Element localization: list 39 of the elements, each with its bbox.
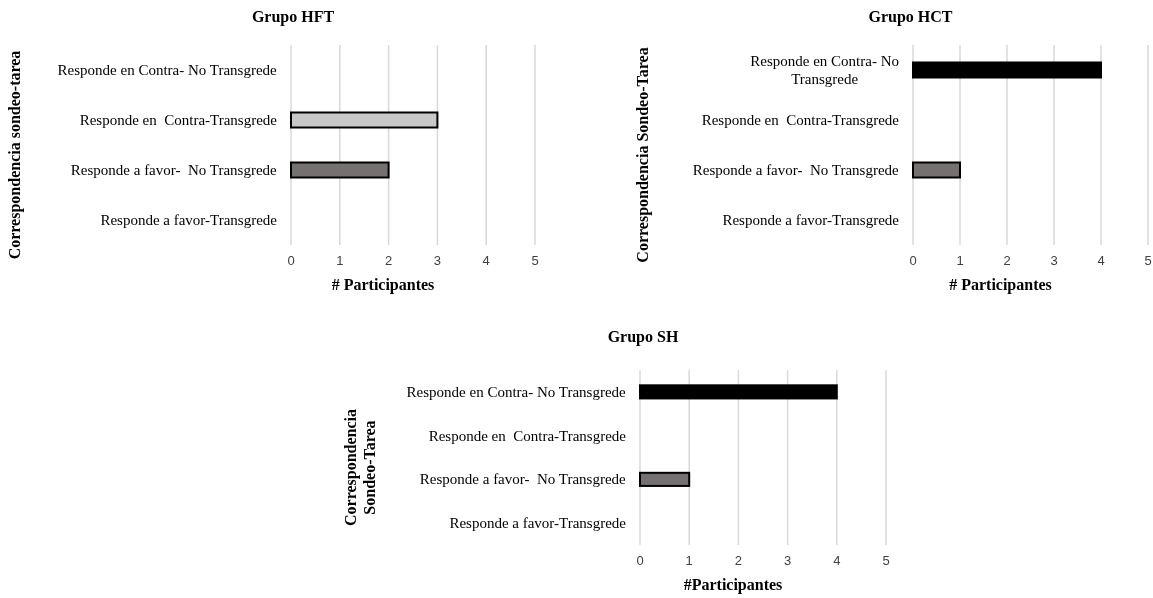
x-tick-label: 0: [287, 253, 295, 268]
y-tick-label: Responde a favor-Transgrede: [100, 212, 278, 228]
y-tick-label: Responde a favor-Transgrede: [722, 212, 900, 228]
y-tick-label: Responde a favor- No Transgrede: [419, 471, 627, 488]
x-tick-label: 0: [909, 253, 917, 268]
x-tick-label: 5: [1144, 253, 1152, 268]
x-tick-label: 4: [833, 553, 841, 568]
x-tick-label: 1: [336, 253, 344, 268]
x-tick-label: 0: [636, 553, 644, 568]
x-tick-label: 4: [1097, 253, 1105, 268]
chart-title: Grupo HFT: [251, 8, 335, 26]
y-tick-label: Responde a favor-Transgrede: [449, 515, 627, 532]
x-axis-title: # Participantes: [331, 276, 435, 294]
x-tick-label: 2: [734, 553, 743, 568]
y-tick-label: Responde en Contra-Transgrede: [428, 427, 627, 444]
x-axis-title: #Participantes: [683, 576, 783, 594]
y-tick-label: Responde a favor- No Transgrede: [70, 162, 278, 178]
x-tick-label: 2: [384, 253, 393, 268]
y-tick-label: Responde en Contra- No Transgrede: [750, 53, 899, 87]
x-tick-label: 5: [531, 253, 539, 268]
x-tick-label: 1: [685, 553, 693, 568]
y-tick-label: Responde a favor- No Transgrede: [692, 162, 900, 178]
y-axis-title: Correspondencia Sondeo-Tarea: [634, 47, 652, 263]
x-tick-label: 3: [783, 553, 792, 568]
x-axis-title: # Participantes: [949, 276, 1052, 294]
x-tick-label: 5: [882, 553, 890, 568]
chart-title: Grupo HCT: [868, 8, 953, 26]
y-axis-title: Correspondencia sondeo-tarea: [6, 50, 24, 260]
y-tick-label: Responde en Contra-Transgrede: [79, 112, 278, 128]
chart-title: Grupo SH: [607, 328, 679, 346]
y-tick-label: Responde en Contra-Transgrede: [701, 112, 900, 128]
y-axis-title: Correspondencia Sondeo-Tarea: [342, 408, 378, 527]
x-tick-label: 1: [956, 253, 964, 268]
x-tick-label: 4: [482, 253, 490, 268]
y-tick-label: Responde en Contra- No Transgrede: [406, 383, 627, 400]
y-tick-label: Responde en Contra- No Transgrede: [57, 62, 278, 78]
x-tick-label: 3: [1050, 253, 1058, 268]
x-tick-label: 2: [1003, 253, 1011, 268]
x-tick-label: 3: [433, 253, 442, 268]
